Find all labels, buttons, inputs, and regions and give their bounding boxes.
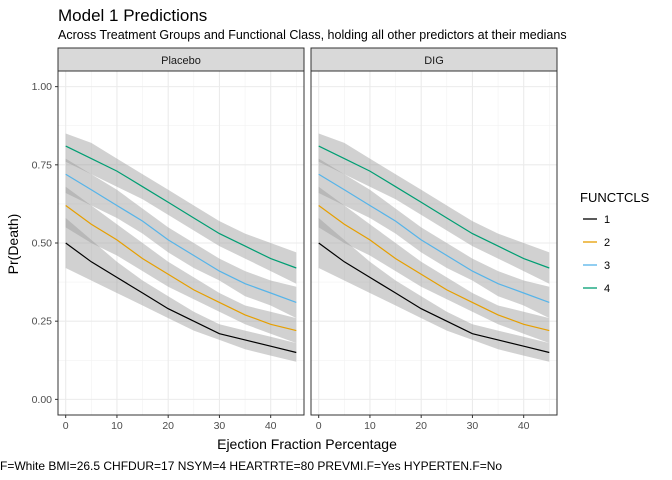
facet-panels: Placebo 0 10 20 30 40 0.00 0.25 0.50 0.75 1.00 DIG 0… <box>32 47 558 432</box>
x-tick-label: 30 <box>467 420 479 432</box>
x-tick-label: 40 <box>265 420 277 432</box>
facet-panel: DIG 0 10 20 30 40 <box>310 47 558 432</box>
x-tick-label: 10 <box>364 420 376 432</box>
series-line-3 <box>65 173 297 303</box>
x-tick-label: 40 <box>518 420 530 432</box>
x-tick-label: 0 <box>316 420 322 432</box>
facet-strip-label: DIG <box>424 55 444 67</box>
chart-caption: F=White BMI=26.5 CHFDUR=17 NSYM=4 HEARTR… <box>0 459 502 473</box>
legend-item: 4 <box>583 283 610 295</box>
y-tick-label: 0.50 <box>32 238 53 250</box>
legend-label: 2 <box>604 237 610 249</box>
series-line-3 <box>318 173 550 303</box>
confidence-band-3 <box>318 158 550 319</box>
panel-border <box>310 70 558 416</box>
confidence-band-4 <box>65 133 297 284</box>
confidence-band-2 <box>318 186 550 344</box>
legend-item: 2 <box>583 237 610 249</box>
y-tick-label: 1.00 <box>32 81 53 93</box>
legend-title: FUNCTCLS <box>580 190 650 205</box>
confidence-band-4 <box>318 133 550 284</box>
facet-panel: Placebo 0 10 20 30 40 0.00 0.25 0.50 0.75 1.00 <box>32 47 305 432</box>
x-tick-label: 0 <box>63 420 69 432</box>
legend-label: 3 <box>604 260 610 272</box>
x-tick-label: 30 <box>214 420 226 432</box>
facet-strip-label: Placebo <box>161 55 201 67</box>
x-tick-label: 10 <box>111 420 123 432</box>
legend-item: 3 <box>583 260 610 272</box>
series-line-2 <box>65 205 297 332</box>
legend-label: 4 <box>604 283 610 295</box>
series-line-1 <box>65 242 297 354</box>
confidence-band-3 <box>65 158 297 319</box>
x-tick-label: 20 <box>162 420 174 432</box>
y-axis-title: Pr(Death) <box>5 214 21 275</box>
legend: FUNCTCLS 1 2 3 4 <box>580 190 650 295</box>
y-tick-label: 0.25 <box>32 316 53 328</box>
chart-title: Model 1 Predictions <box>58 6 207 25</box>
y-tick-label: 0.75 <box>32 159 53 171</box>
series-line-4 <box>65 145 297 269</box>
legend-item: 1 <box>583 214 610 226</box>
x-tick-label: 20 <box>415 420 427 432</box>
series-line-4 <box>318 145 550 269</box>
chart-subtitle: Across Treatment Groups and Functional C… <box>58 28 567 42</box>
y-tick-label: 0.00 <box>32 394 53 406</box>
confidence-band-2 <box>65 186 297 344</box>
series-line-1 <box>318 242 550 354</box>
legend-label: 1 <box>604 214 610 226</box>
series-line-2 <box>318 205 550 332</box>
x-axis-title: Ejection Fraction Percentage <box>217 436 397 452</box>
